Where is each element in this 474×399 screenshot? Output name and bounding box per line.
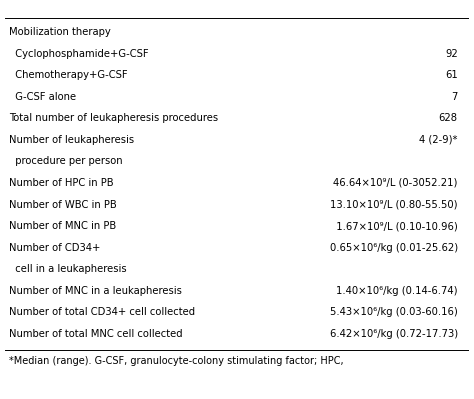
Text: *Median (range). G-CSF, granulocyte-colony stimulating factor; HPC,: *Median (range). G-CSF, granulocyte-colo… [9, 356, 344, 366]
Text: Number of MNC in PB: Number of MNC in PB [9, 221, 117, 231]
Text: 4 (2-9)*: 4 (2-9)* [419, 135, 457, 145]
Text: 1.67×10⁹/L (0.10-10.96): 1.67×10⁹/L (0.10-10.96) [330, 221, 457, 231]
Text: Mobilization therapy: Mobilization therapy [9, 28, 111, 38]
Text: Number of total MNC cell collected: Number of total MNC cell collected [9, 328, 183, 338]
Text: procedure per person: procedure per person [9, 156, 123, 166]
Text: Number of leukapheresis: Number of leukapheresis [9, 135, 135, 145]
Text: Chemotherapy+G-CSF: Chemotherapy+G-CSF [9, 71, 128, 81]
Text: Number of WBC in PB: Number of WBC in PB [9, 200, 117, 209]
Text: Number of MNC in a leukapheresis: Number of MNC in a leukapheresis [9, 286, 182, 296]
Text: Number of CD34+: Number of CD34+ [9, 243, 101, 253]
Text: 6.42×10⁶/kg (0.72-17.73): 6.42×10⁶/kg (0.72-17.73) [329, 328, 457, 338]
Text: 0.65×10⁶/kg (0.01-25.62): 0.65×10⁶/kg (0.01-25.62) [329, 243, 457, 253]
Text: 13.10×10⁹/L (0.80-55.50): 13.10×10⁹/L (0.80-55.50) [330, 200, 457, 209]
Text: Cyclophosphamide+G-CSF: Cyclophosphamide+G-CSF [9, 49, 149, 59]
Text: Number of total CD34+ cell collected: Number of total CD34+ cell collected [9, 307, 195, 317]
Text: 628: 628 [438, 113, 457, 123]
Text: 61: 61 [445, 71, 457, 81]
Text: cell in a leukapheresis: cell in a leukapheresis [9, 264, 127, 274]
Text: G-CSF alone: G-CSF alone [9, 92, 76, 102]
Text: Total number of leukapheresis procedures: Total number of leukapheresis procedures [9, 113, 219, 123]
Text: 7: 7 [451, 92, 457, 102]
Text: 1.40×10⁶/kg (0.14-6.74): 1.40×10⁶/kg (0.14-6.74) [336, 286, 457, 296]
Text: Number of HPC in PB: Number of HPC in PB [9, 178, 114, 188]
Text: 5.43×10⁶/kg (0.03-60.16): 5.43×10⁶/kg (0.03-60.16) [330, 307, 457, 317]
Text: 46.64×10⁹/L (0-3052.21): 46.64×10⁹/L (0-3052.21) [333, 178, 457, 188]
Text: 92: 92 [445, 49, 457, 59]
